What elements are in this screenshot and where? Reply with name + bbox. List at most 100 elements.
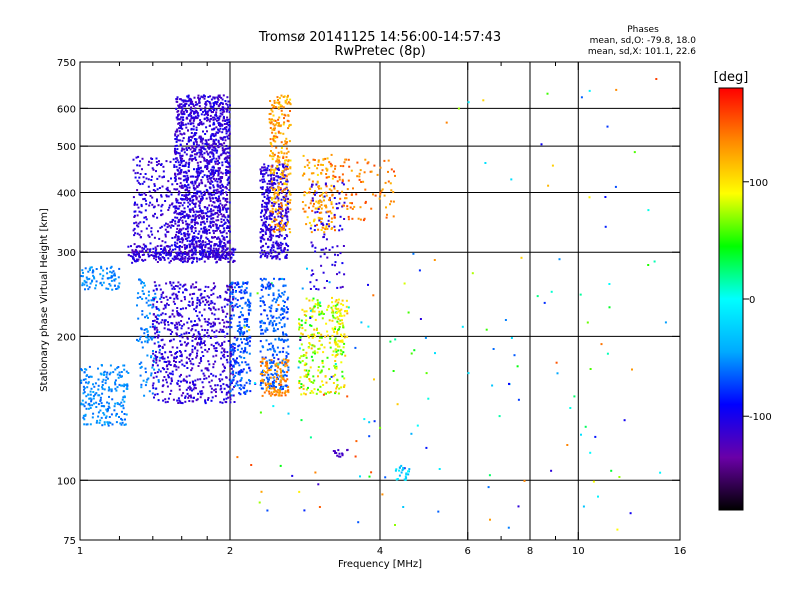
data-point [188, 99, 190, 102]
data-point [260, 490, 263, 493]
data-point [282, 347, 285, 350]
data-point [285, 183, 288, 186]
data-point [122, 390, 125, 393]
data-point [194, 180, 197, 183]
data-point [234, 374, 237, 377]
data-point [226, 155, 229, 158]
data-point [172, 248, 174, 251]
data-point [177, 110, 180, 112]
data-point [277, 151, 280, 154]
data-point [308, 336, 310, 339]
data-point [173, 297, 176, 300]
data-point [343, 204, 345, 207]
data-point [185, 381, 188, 384]
data-point [184, 220, 187, 223]
data-point [114, 381, 116, 384]
data-point [278, 243, 281, 246]
data-point [227, 207, 230, 210]
data-point [153, 296, 156, 299]
data-point [190, 239, 193, 242]
data-point [180, 116, 183, 119]
data-point [217, 174, 220, 177]
data-point [193, 320, 196, 323]
data-point [84, 368, 87, 371]
data-point [314, 211, 317, 214]
data-point [389, 182, 392, 185]
data-point [194, 346, 197, 349]
data-point [232, 376, 235, 379]
data-point [276, 308, 279, 311]
data-point [367, 161, 370, 164]
data-point [330, 201, 333, 204]
data-point [195, 179, 198, 182]
data-point [141, 246, 144, 249]
data-point [221, 204, 224, 207]
data-point [181, 113, 184, 116]
data-point [247, 326, 250, 328]
data-point [158, 348, 161, 351]
data-point [212, 217, 215, 220]
data-point [284, 101, 287, 104]
data-point [216, 145, 219, 147]
data-point [173, 288, 176, 290]
data-point [222, 115, 225, 118]
data-point [219, 245, 222, 248]
data-point [259, 379, 262, 382]
data-point [106, 267, 108, 270]
data-point [217, 167, 220, 170]
data-point [240, 378, 243, 381]
data-point [341, 335, 343, 338]
data-point [218, 331, 221, 333]
data-point [229, 230, 231, 233]
data-point [246, 320, 248, 323]
data-point [263, 238, 266, 241]
data-point [202, 227, 205, 230]
data-point [154, 336, 157, 339]
data-point [181, 315, 184, 318]
data-point [112, 274, 115, 277]
data-point [194, 203, 197, 206]
data-point [194, 253, 197, 256]
data-point [145, 301, 148, 304]
data-point [182, 119, 185, 122]
data-point [247, 363, 250, 366]
data-point [87, 382, 90, 385]
data-point [230, 281, 233, 284]
data-point [207, 143, 210, 146]
data-point [194, 148, 197, 151]
data-point [151, 323, 154, 326]
data-point [82, 392, 85, 395]
data-point [284, 333, 287, 336]
data-point [335, 354, 338, 356]
data-point [283, 325, 286, 328]
data-point [137, 292, 140, 295]
data-point [173, 360, 175, 362]
data-point [282, 165, 284, 168]
data-point [154, 212, 156, 215]
data-point [285, 351, 288, 354]
data-point [115, 421, 118, 424]
data-point [204, 348, 207, 351]
data-point [332, 350, 335, 353]
data-point [97, 415, 100, 418]
data-point [163, 252, 166, 255]
data-point [87, 381, 90, 384]
data-point [100, 416, 103, 419]
data-point [223, 348, 226, 351]
data-point [195, 132, 198, 135]
data-point [302, 387, 305, 390]
data-point [286, 298, 289, 301]
data-point [174, 180, 177, 183]
data-point [215, 219, 218, 222]
data-point [229, 303, 232, 305]
data-point [163, 368, 166, 371]
data-point [284, 237, 286, 239]
data-point [226, 151, 229, 154]
data-point [82, 403, 85, 406]
data-point [219, 295, 222, 297]
data-point [174, 216, 177, 219]
data-point [216, 212, 219, 214]
data-point [287, 159, 290, 162]
data-point [178, 190, 180, 193]
legend-title: Phases [627, 25, 659, 35]
